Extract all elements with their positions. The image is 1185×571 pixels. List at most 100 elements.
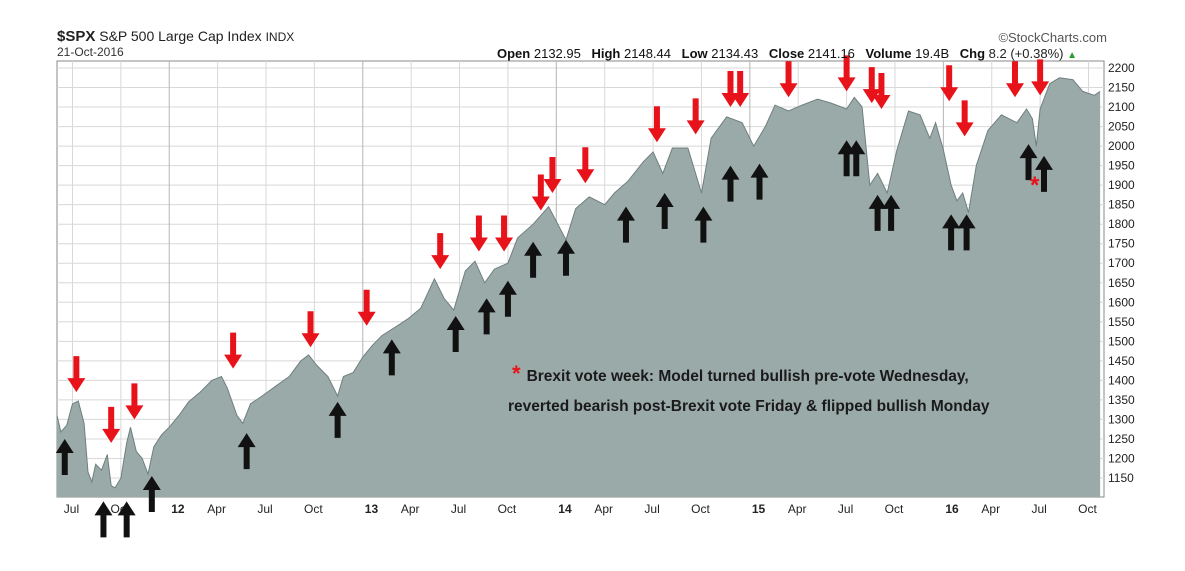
sell-arrow <box>543 156 562 193</box>
y-tick-label: 2050 <box>1108 120 1135 134</box>
sell-arrow <box>779 61 798 98</box>
y-tick-label: 1950 <box>1108 159 1135 173</box>
sell-arrow <box>125 383 144 420</box>
x-axis-ticks: Jul Oct 12 Apr Jul Oct 13 Apr Jul Oct 14 Apr Jul Oct 1… <box>64 502 1098 516</box>
sell-arrow <box>576 147 595 184</box>
buy-arrow <box>868 194 887 231</box>
sell-arrow <box>495 215 514 252</box>
sell-arrow <box>531 174 550 211</box>
x-tick-label: Jul <box>838 502 853 516</box>
y-tick-label: 1450 <box>1108 354 1135 368</box>
x-tick-label: Oct <box>498 502 517 516</box>
open-label: Open <box>497 46 531 61</box>
y-tick-label: 1250 <box>1108 432 1135 446</box>
chg-value: 8.2 (+0.38%) <box>988 46 1064 61</box>
annotation-text-1: Brexit vote week: Model turned bullish p… <box>526 368 969 385</box>
x-tick-label: 14 <box>558 502 572 516</box>
volume-label: Volume <box>865 46 912 61</box>
buy-arrow <box>55 438 74 475</box>
y-tick-label: 2000 <box>1108 139 1135 153</box>
up-triangle-icon: ▲ <box>1067 50 1077 61</box>
buy-arrow <box>446 315 465 352</box>
x-tick-label: Jul <box>257 502 272 516</box>
x-tick-label: Oct <box>304 502 323 516</box>
chg-label: Chg <box>959 46 986 61</box>
x-tick-label: Apr <box>594 502 613 516</box>
y-tick-label: 1600 <box>1108 295 1135 309</box>
chart-title: $SPX S&P 500 Large Cap Index INDX <box>57 28 294 45</box>
brexit-annotation: * Brexit vote week: Model turned bullish … <box>508 359 1072 422</box>
buy-arrow <box>237 433 256 470</box>
x-tick-label: Jul <box>644 502 659 516</box>
y-tick-label: 1300 <box>1108 412 1135 426</box>
buy-arrow <box>94 501 113 538</box>
volume-value: 19.4B <box>915 46 950 61</box>
buy-arrow <box>556 239 575 276</box>
price-area <box>56 77 1101 498</box>
brexit-marker-star: * <box>1030 172 1040 199</box>
price-line <box>56 77 1101 489</box>
sell-arrow <box>955 100 974 137</box>
sell-arrow <box>837 55 856 92</box>
x-tick-label: Apr <box>788 502 807 516</box>
y-tick-label: 2200 <box>1108 61 1135 75</box>
sell-arrow <box>469 215 488 252</box>
x-tick-label: Jul <box>1031 502 1046 516</box>
x-tick-label: Apr <box>207 502 226 516</box>
symbol: $SPX <box>57 28 96 45</box>
annotation-star: * <box>512 361 521 386</box>
x-tick-label: 15 <box>752 502 766 516</box>
buy-arrow <box>957 214 976 251</box>
sell-arrow <box>431 233 450 270</box>
annotation-text-2: reverted bearish post-Brexit vote Friday… <box>508 398 990 415</box>
sell-arrow <box>647 106 666 143</box>
exchange: INDX <box>265 30 295 44</box>
buy-arrow <box>477 298 496 335</box>
x-tick-label: Apr <box>981 502 1000 516</box>
y-tick-label: 1850 <box>1108 198 1135 212</box>
x-tick-label: Oct <box>1078 502 1097 516</box>
annotation-line-2: reverted bearish post-Brexit vote Friday… <box>508 392 1072 422</box>
sell-arrow <box>67 356 86 393</box>
sell-arrow <box>862 67 881 104</box>
close-value: 2141.16 <box>807 46 855 61</box>
y-tick-label: 1400 <box>1108 373 1135 387</box>
x-tick-label: Oct <box>691 502 710 516</box>
buy-arrow <box>382 339 401 376</box>
y-tick-label: 1350 <box>1108 393 1135 407</box>
stockcharts-credit[interactable]: ©StockCharts.com <box>998 30 1107 45</box>
sell-arrow <box>1005 61 1024 98</box>
sell-arrow <box>357 289 376 326</box>
y-tick-label: 2100 <box>1108 100 1135 114</box>
buy-arrow <box>1035 155 1054 192</box>
x-tick-label: 13 <box>365 502 379 516</box>
sell-arrow <box>872 73 891 109</box>
buy-arrow <box>694 206 713 243</box>
buy-arrow <box>142 476 161 513</box>
buy-signal-arrows <box>55 140 1054 538</box>
y-tick-label: 2150 <box>1108 81 1135 95</box>
sell-arrow <box>1031 59 1050 96</box>
x-tick-label: Oct <box>885 502 904 516</box>
buy-arrow <box>1019 144 1038 181</box>
x-tick-label: Jul <box>451 502 466 516</box>
y-tick-label: 1150 <box>1108 471 1134 485</box>
buy-arrow <box>117 501 136 538</box>
buy-arrow <box>942 214 961 251</box>
sell-signal-arrows <box>67 55 1050 443</box>
chart-date: 21-Oct-2016 <box>57 45 124 59</box>
buy-arrow <box>750 163 769 200</box>
high-label: High <box>591 46 621 61</box>
y-tick-label: 1700 <box>1108 256 1135 270</box>
low-label: Low <box>681 46 708 61</box>
close-label: Close <box>768 46 805 61</box>
y-tick-label: 1550 <box>1108 315 1135 329</box>
buy-arrow <box>655 192 674 229</box>
x-tick-label: Jul <box>64 502 79 516</box>
sell-arrow <box>686 98 705 135</box>
buy-arrow <box>616 206 635 243</box>
quote-stats: Open 2132.95 High 2148.44 Low 2134.43 Cl… <box>497 46 1077 61</box>
y-tick-label: 1900 <box>1108 178 1135 192</box>
buy-arrow <box>328 401 347 438</box>
